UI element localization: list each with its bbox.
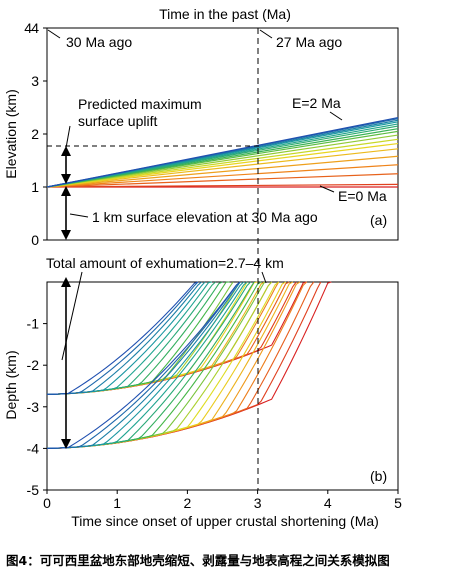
panel-b-xtick-label-5: 5	[394, 495, 402, 511]
elevation-series-5	[46, 148, 399, 188]
panel-b-xtick-label-4: 4	[324, 495, 332, 511]
panel-b-series	[46, 281, 332, 449]
leader-27ma	[259, 29, 273, 39]
depth-path-0-7	[46, 281, 248, 395]
annotation-e0: E=0 Ma	[338, 188, 387, 204]
panel-a-tag: (a)	[370, 212, 387, 228]
elevation-series-8	[46, 134, 399, 188]
annotation-uplift-1: Predicted maximum	[78, 96, 202, 112]
elevation-series-16	[46, 116, 399, 188]
annotation-30ma: 30 Ma ago	[66, 34, 132, 50]
panel-b-xtick-label-1: 1	[113, 495, 121, 511]
panel-b-xtick-label-2: 2	[184, 495, 192, 511]
uplift-leader	[65, 125, 71, 149]
annotation-base: 1 km surface elevation at 30 Ma ago	[92, 209, 318, 225]
panel-a-y-ticks: 0 1 2 3 4	[31, 20, 47, 248]
annotation-e2: E=2 Ma	[292, 95, 341, 111]
exhumation-arrow-head-top	[61, 277, 71, 287]
exhumation-leader-1	[61, 271, 83, 361]
e2-leader	[329, 111, 343, 121]
depth-path-1-5	[46, 281, 293, 449]
panel-b-xlabel: Time since onset of upper crustal shorte…	[71, 513, 379, 529]
elevation-series-2	[46, 173, 399, 188]
depth-path-1-0	[46, 281, 332, 449]
depth-path-0-16	[46, 281, 199, 395]
panel-a: 0 1 2 3 4 Elevation (km) 30 Ma ago 27 Ma ago…	[3, 20, 399, 248]
panel-b-x-ticks: 0 1 2 3 4 5	[43, 490, 402, 511]
base-leader	[69, 213, 89, 218]
elevation-series-6	[46, 142, 399, 188]
panel-b-tag: (b)	[370, 468, 387, 484]
uplift-arrow-head-bottom	[61, 174, 71, 184]
e0-leader	[319, 185, 335, 193]
annotation-exhumation: Total amount of exhumation=2.7–4 km	[46, 255, 284, 271]
panel-b-ytick-label--3: -3	[27, 399, 40, 415]
panel-b-xtick-label-3: 3	[254, 495, 262, 511]
elevation-series-4	[46, 155, 399, 188]
uplift-arrow-head-top	[61, 146, 71, 156]
top-left-tick: 4	[24, 20, 32, 36]
annotation-27ma: 27 Ma ago	[276, 34, 342, 50]
panel-a-ytick-label-2: 2	[31, 126, 39, 142]
panel-b-ytick-label--4: -4	[27, 440, 40, 456]
base-arrow-head-bottom	[61, 230, 71, 240]
panel-b-ylabel: Depth (km)	[3, 350, 19, 419]
depth-path-1-17	[46, 281, 241, 449]
depth-path-0-15	[46, 281, 202, 395]
base-arrow-head-top	[61, 186, 71, 196]
panel-a-series	[46, 116, 399, 188]
panel-a-ytick-label-3: 3	[31, 73, 39, 89]
panel-b-ytick-label--1: -1	[27, 316, 40, 332]
depth-path-0-17	[46, 281, 199, 395]
figure-caption: 图4：可可西里盆地东部地壳缩短、剥露量与地表高程之间关系模拟图	[6, 553, 390, 568]
elevation-series-1	[46, 183, 399, 188]
panel-a-ytick-label-0: 0	[31, 232, 39, 248]
panel-a-ylabel: Elevation (km)	[3, 89, 19, 178]
top-axis-title: Time in the past (Ma)	[159, 6, 291, 22]
depth-path-1-16	[46, 281, 241, 449]
panel-b-y-ticks: -1 -2 -3 -4 -5	[27, 316, 47, 498]
exhumation-arrow-head-bottom	[61, 439, 71, 449]
panel-b: -1 -2 -3 -4 -5 0 1 2 3 4 5 Depth (km) Time since …	[3, 255, 402, 529]
panel-b-xtick-label-0: 0	[43, 495, 51, 511]
elevation-series-7	[46, 138, 399, 188]
depth-path-1-15	[46, 281, 241, 449]
leader-30ma	[47, 29, 61, 39]
annotation-uplift-2: surface uplift	[78, 113, 157, 129]
exhumation-leader-2	[261, 271, 267, 284]
panel-b-ytick-label--5: -5	[27, 482, 40, 498]
depth-path-0-14	[46, 281, 206, 395]
panel-b-ytick-label--2: -2	[27, 357, 40, 373]
elevation-series-3	[46, 164, 399, 188]
panel-a-ytick-label-1: 1	[31, 179, 39, 195]
panel-a-ytick-label-4: 4	[31, 20, 39, 36]
